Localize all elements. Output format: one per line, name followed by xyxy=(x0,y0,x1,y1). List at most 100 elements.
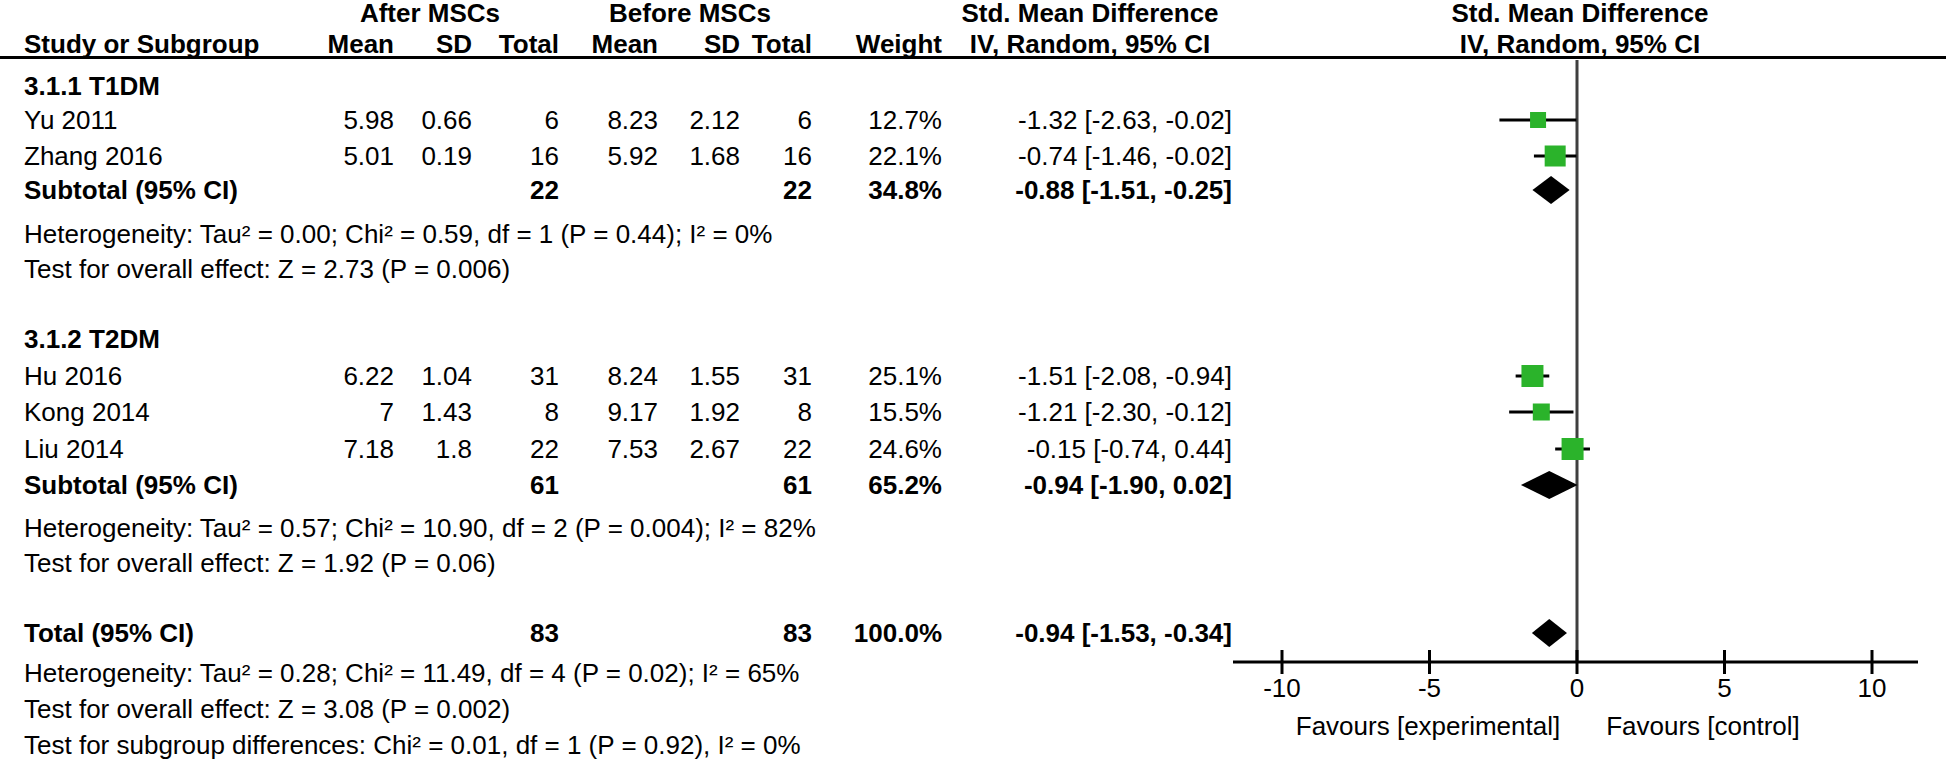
axis-tick-label: 5 xyxy=(1717,675,1731,701)
axis-tick-label: 0 xyxy=(1570,675,1584,701)
subgroup-label: 3.1.2 T2DM xyxy=(24,326,160,352)
total2-value: 61 xyxy=(783,472,812,498)
overall-effect-text: Test for overall effect: Z = 1.92 (P = 0… xyxy=(24,550,496,576)
plot-effect-header: Std. Mean Difference xyxy=(1451,0,1708,26)
mean1-value: 7.18 xyxy=(343,436,394,462)
weight-value: 12.7% xyxy=(868,107,942,133)
ci-text: -1.51 [-2.08, -0.94] xyxy=(1018,363,1232,389)
total2-value: 31 xyxy=(783,363,812,389)
sd2-value: 1.55 xyxy=(689,363,740,389)
ci-text: -0.15 [-0.74, 0.44] xyxy=(1027,436,1232,462)
sd1-value: 1.43 xyxy=(421,399,472,425)
axis-tick-label: -5 xyxy=(1418,675,1441,701)
study-row-label: Kong 2014 xyxy=(24,399,150,425)
weight-value: 15.5% xyxy=(868,399,942,425)
col-total2-header: Total xyxy=(752,31,812,57)
col-mean2-header: Mean xyxy=(592,31,658,57)
total1-value: 8 xyxy=(545,399,559,425)
favours-right-label: Favours [control] xyxy=(1606,713,1800,739)
col-total1-header: Total xyxy=(499,31,559,57)
mean2-value: 7.53 xyxy=(607,436,658,462)
weight-value: 65.2% xyxy=(868,472,942,498)
effect-square xyxy=(1530,112,1546,128)
total1-value: 83 xyxy=(530,620,559,646)
col-sd2-header: SD xyxy=(704,31,740,57)
study-row-label: Hu 2016 xyxy=(24,363,122,389)
heterogeneity-text: Heterogeneity: Tau² = 0.28; Chi² = 11.49… xyxy=(24,660,799,686)
subgroup-label: 3.1.1 T1DM xyxy=(24,73,160,99)
ci-text: -1.21 [-2.30, -0.12] xyxy=(1018,399,1232,425)
header-rule xyxy=(0,56,1946,59)
ci-text: -0.94 [-1.53, -0.34] xyxy=(1015,620,1232,646)
col-weight-header: Weight xyxy=(856,31,942,57)
total2-value: 6 xyxy=(798,107,812,133)
mean2-value: 9.17 xyxy=(607,399,658,425)
group2-header: Before MSCs xyxy=(609,0,771,26)
overall-effect-text: Test for overall effect: Z = 2.73 (P = 0… xyxy=(24,256,510,282)
study-row-label: Zhang 2016 xyxy=(24,143,163,169)
weight-value: 25.1% xyxy=(868,363,942,389)
heterogeneity-text: Heterogeneity: Tau² = 0.57; Chi² = 10.90… xyxy=(24,515,816,541)
total2-value: 16 xyxy=(783,143,812,169)
weight-value: 100.0% xyxy=(854,620,942,646)
overall-effect-text: Test for overall effect: Z = 3.08 (P = 0… xyxy=(24,696,510,722)
method-header: IV, Random, 95% CI xyxy=(970,31,1210,57)
sd1-value: 1.04 xyxy=(421,363,472,389)
col-mean1-header: Mean xyxy=(328,31,394,57)
plot-canvas xyxy=(0,0,1946,762)
subtotal-diamond xyxy=(1521,471,1578,499)
weight-value: 24.6% xyxy=(868,436,942,462)
pooled-row-label: Total (95% CI) xyxy=(24,620,194,646)
mean1-value: 6.22 xyxy=(343,363,394,389)
effect-square xyxy=(1545,146,1566,167)
pooled-row-label: Subtotal (95% CI) xyxy=(24,472,238,498)
group1-header: After MSCs xyxy=(360,0,500,26)
total1-value: 61 xyxy=(530,472,559,498)
axis-tick-label: 10 xyxy=(1858,675,1887,701)
sd2-value: 1.68 xyxy=(689,143,740,169)
study-row-label: Yu 2011 xyxy=(24,107,118,133)
effect-square xyxy=(1533,404,1550,421)
ci-text: -0.88 [-1.51, -0.25] xyxy=(1015,177,1232,203)
effect-square xyxy=(1562,438,1584,460)
study-row-label: Liu 2014 xyxy=(24,436,124,462)
mean2-value: 8.24 xyxy=(607,363,658,389)
total1-value: 22 xyxy=(530,177,559,203)
favours-left-label: Favours [experimental] xyxy=(1296,713,1560,739)
total2-value: 83 xyxy=(783,620,812,646)
sd2-value: 2.12 xyxy=(689,107,740,133)
total2-value: 22 xyxy=(783,177,812,203)
mean2-value: 8.23 xyxy=(607,107,658,133)
forest-plot: After MSCs Before MSCs Std. Mean Differe… xyxy=(0,0,1946,762)
weight-value: 34.8% xyxy=(868,177,942,203)
plot-method-header: IV, Random, 95% CI xyxy=(1460,31,1700,57)
ci-text: -0.74 [-1.46, -0.02] xyxy=(1018,143,1232,169)
mean1-value: 5.98 xyxy=(343,107,394,133)
axis-tick-label: -10 xyxy=(1263,675,1301,701)
sd2-value: 2.67 xyxy=(689,436,740,462)
total1-value: 31 xyxy=(530,363,559,389)
weight-value: 22.1% xyxy=(868,143,942,169)
subtotal-diamond xyxy=(1532,176,1569,204)
effect-header: Std. Mean Difference xyxy=(961,0,1218,26)
total1-value: 16 xyxy=(530,143,559,169)
col-study-header: Study or Subgroup xyxy=(24,31,259,57)
subgroup-differences-text: Test for subgroup differences: Chi² = 0.… xyxy=(24,732,801,758)
mean1-value: 5.01 xyxy=(343,143,394,169)
col-sd1-header: SD xyxy=(436,31,472,57)
sd1-value: 0.66 xyxy=(421,107,472,133)
mean1-value: 7 xyxy=(380,399,394,425)
total1-value: 22 xyxy=(530,436,559,462)
total2-value: 8 xyxy=(798,399,812,425)
ci-text: -1.32 [-2.63, -0.02] xyxy=(1018,107,1232,133)
heterogeneity-text: Heterogeneity: Tau² = 0.00; Chi² = 0.59,… xyxy=(24,221,772,247)
total-diamond xyxy=(1532,619,1567,647)
sd1-value: 1.8 xyxy=(436,436,472,462)
ci-text: -0.94 [-1.90, 0.02] xyxy=(1024,472,1232,498)
total1-value: 6 xyxy=(545,107,559,133)
total2-value: 22 xyxy=(783,436,812,462)
sd2-value: 1.92 xyxy=(689,399,740,425)
sd1-value: 0.19 xyxy=(421,143,472,169)
mean2-value: 5.92 xyxy=(607,143,658,169)
effect-square xyxy=(1521,365,1543,387)
